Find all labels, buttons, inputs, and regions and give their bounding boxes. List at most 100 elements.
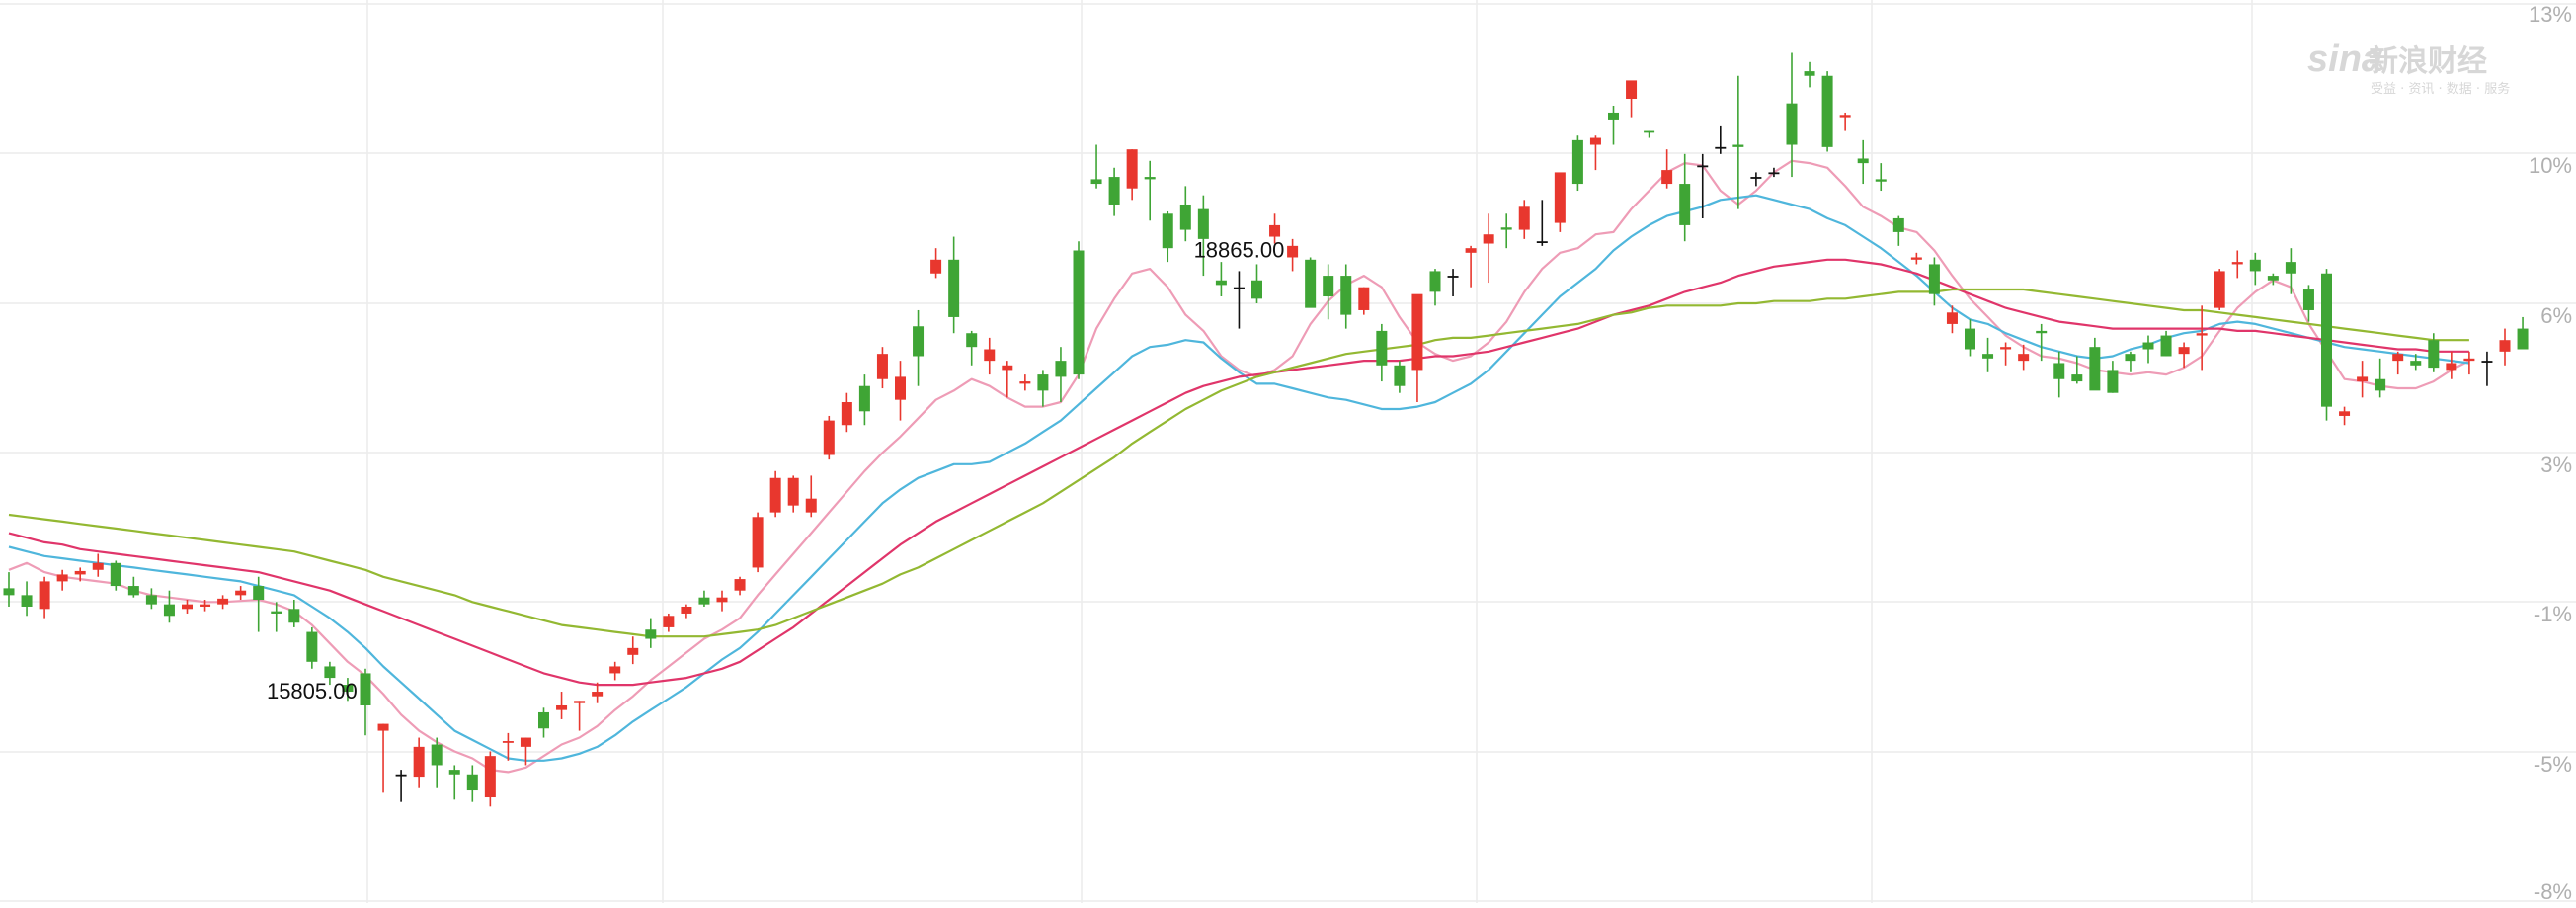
candle <box>1554 172 1566 232</box>
candle-body <box>2036 330 2048 334</box>
candle <box>3 572 15 607</box>
candle-body <box>2285 262 2296 274</box>
candle-body <box>2142 342 2154 350</box>
candle <box>2267 273 2279 286</box>
candle <box>984 337 996 375</box>
candle-body <box>948 259 960 317</box>
max-price-label: 18865.00 <box>1194 237 1285 262</box>
candle-body <box>92 562 104 570</box>
candle-body <box>1429 271 1441 292</box>
candle <box>466 765 478 802</box>
candle <box>681 604 692 619</box>
candle-body <box>2375 378 2386 391</box>
candle-body <box>1821 75 1833 147</box>
axis-tick-label: -8% <box>2534 879 2572 903</box>
candle <box>627 636 639 665</box>
candle <box>448 765 460 800</box>
candle-body <box>217 598 229 605</box>
candle-body <box>145 595 157 605</box>
candle-body <box>306 631 318 662</box>
candle-body <box>2321 273 2332 407</box>
candle <box>360 668 371 736</box>
candle-body <box>3 588 15 596</box>
candle <box>1804 61 1815 88</box>
candle-body <box>1179 204 1191 230</box>
candle <box>592 682 604 703</box>
candle <box>2499 328 2511 366</box>
candle <box>2053 351 2065 398</box>
candle-body <box>2214 271 2225 308</box>
candle-body <box>2018 354 2030 362</box>
candle <box>1429 269 1441 306</box>
candle-body <box>1589 137 1601 145</box>
axis-tick-label: -1% <box>2534 602 2572 626</box>
candle-body <box>823 420 835 455</box>
candle-body <box>2071 374 2083 382</box>
candle-body <box>734 579 746 591</box>
candle-body <box>1661 170 1673 185</box>
candle <box>1536 200 1548 246</box>
candle-body <box>1500 227 1512 230</box>
candle <box>110 560 121 591</box>
candle-body <box>1982 354 1994 359</box>
candle <box>271 602 282 632</box>
candle <box>966 330 978 366</box>
candle <box>1323 264 1334 320</box>
candle-body <box>413 746 425 778</box>
candle <box>1251 264 1262 303</box>
candle <box>1608 105 1619 145</box>
candle-body <box>1946 312 1958 324</box>
candle <box>645 618 657 648</box>
candle-body <box>1019 381 1031 384</box>
candle <box>1839 112 1851 131</box>
candle-body <box>1358 287 1370 310</box>
candle <box>2196 305 2208 371</box>
candle <box>823 415 835 460</box>
candle-body <box>1554 172 1566 223</box>
candle-body <box>1768 172 1780 175</box>
candle-body <box>1857 158 1869 164</box>
candle-body <box>1965 328 1975 350</box>
candle-body <box>1090 179 1102 185</box>
candle <box>663 613 675 632</box>
candle <box>895 361 906 421</box>
candle <box>2481 351 2493 386</box>
candle <box>769 470 781 518</box>
candle <box>431 737 443 788</box>
candle <box>163 590 175 623</box>
candle <box>1768 167 1780 178</box>
candle <box>1946 305 1958 334</box>
candle <box>1982 337 1994 372</box>
candle-body <box>1073 250 1085 375</box>
candle <box>1233 271 1245 329</box>
candle-body <box>645 629 657 639</box>
candle-body <box>1447 276 1459 278</box>
candle <box>2321 269 2332 421</box>
candle-body <box>1251 280 1262 299</box>
candle-body <box>127 586 139 596</box>
candle-body <box>2249 259 2261 272</box>
candle <box>698 590 710 607</box>
candle <box>1358 287 1370 315</box>
candle-body <box>1126 149 1138 189</box>
candle-body <box>2463 358 2475 362</box>
candle <box>2428 333 2440 372</box>
axis-tick-label: -5% <box>2534 752 2572 777</box>
candle <box>1715 125 1727 154</box>
candle <box>734 576 746 596</box>
candle-body <box>2231 262 2243 265</box>
candle-body <box>2499 340 2511 352</box>
candle <box>182 600 193 614</box>
candle-body <box>1928 264 1940 294</box>
candle <box>413 737 425 788</box>
candle <box>2071 356 2083 384</box>
watermark-brand-cn: 新浪财经 <box>2369 44 2487 79</box>
watermark-brand: sina <box>2307 39 2382 80</box>
candle <box>1857 139 1869 185</box>
candle <box>1786 52 1798 178</box>
candle-body <box>1215 280 1227 286</box>
candle <box>2249 252 2261 286</box>
candle-body <box>200 604 211 607</box>
candle-body <box>2392 354 2404 362</box>
